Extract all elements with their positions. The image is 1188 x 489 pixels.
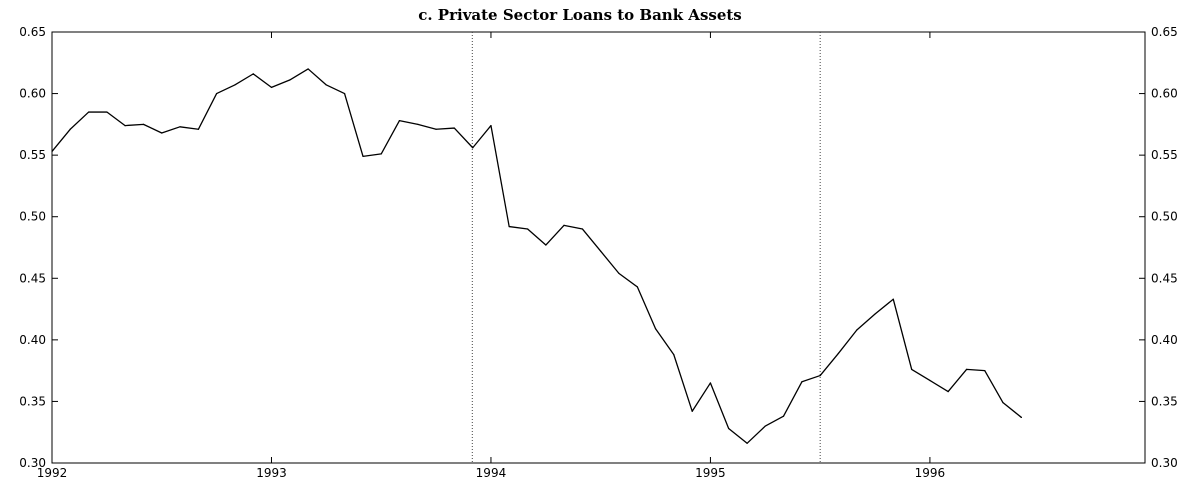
data-point: [435, 128, 437, 130]
data-point: [234, 84, 236, 86]
data-point: [837, 352, 839, 354]
x-axis: 1992 1993 1994 1995 1996: [37, 32, 945, 480]
data-point: [161, 132, 163, 134]
right-y-axis: 0.30 0.35 0.40 0.45 0.50 0.55 0.60 0.65: [1139, 25, 1178, 470]
y-tick-label-right: 0.60: [1151, 87, 1178, 101]
data-point: [398, 120, 401, 122]
data-point: [801, 381, 803, 383]
y-tick-label-left: 0.35: [19, 394, 46, 408]
data-point: [472, 147, 474, 149]
y-tick-label-right: 0.30: [1151, 456, 1178, 470]
data-point: [673, 354, 675, 356]
data-point: [490, 124, 492, 127]
data-point: [654, 328, 657, 330]
data-point: [362, 155, 364, 157]
data-point: [563, 224, 565, 226]
data-point: [343, 92, 346, 95]
data-point: [984, 370, 986, 372]
data-point: [270, 86, 273, 89]
data-point: [252, 73, 254, 75]
series-layer: [51, 68, 1023, 444]
data-point: [764, 425, 766, 427]
data-point: [600, 250, 602, 252]
data-point: [746, 442, 748, 444]
left-y-axis: 0.30 0.35 0.40 0.45 0.50 0.55 0.60 0.65: [19, 25, 58, 470]
data-point: [728, 427, 730, 430]
y-tick-label-left: 0.50: [19, 210, 46, 224]
reference-lines: [471, 32, 821, 463]
data-point: [911, 368, 913, 371]
data-point: [380, 153, 382, 155]
data-point: [106, 111, 108, 113]
data-point: [581, 228, 584, 230]
data-point: [88, 111, 90, 113]
data-point: [1002, 402, 1004, 404]
data-point: [179, 126, 181, 128]
data-point: [51, 150, 53, 153]
data-point: [691, 410, 693, 412]
data-point: [142, 123, 145, 125]
data-point: [892, 298, 894, 300]
y-tick-label-left: 0.45: [19, 271, 46, 285]
data-point: [545, 244, 547, 246]
y-tick-label-left: 0.30: [19, 456, 46, 470]
y-tick-label-right: 0.40: [1151, 333, 1178, 347]
data-point: [709, 382, 712, 384]
x-tick-label: 1993: [256, 466, 287, 480]
x-tick-label: 1996: [915, 466, 946, 480]
x-tick-label: 1992: [37, 466, 68, 480]
data-point: [69, 128, 71, 130]
y-tick-label-right: 0.65: [1151, 25, 1178, 39]
data-point: [819, 374, 821, 377]
y-tick-label-right: 0.35: [1151, 394, 1178, 408]
data-point: [216, 92, 218, 95]
y-tick-label-left: 0.65: [19, 25, 46, 39]
data-point: [947, 390, 949, 393]
data-point: [417, 123, 419, 125]
chart-title: c. Private Sector Loans to Bank Assets: [418, 6, 742, 24]
series-line: [51, 68, 1022, 444]
data-point: [307, 68, 309, 70]
data-point: [856, 329, 858, 331]
y-tick-label-left: 0.55: [19, 148, 46, 162]
y-tick-label-right: 0.50: [1151, 210, 1178, 224]
data-point: [618, 272, 620, 274]
x-tick-label: 1994: [476, 466, 507, 480]
data-point: [508, 225, 510, 228]
data-point: [1020, 416, 1023, 419]
x-tick-label: 1995: [695, 466, 726, 480]
data-point: [197, 128, 199, 130]
data-point: [325, 84, 327, 86]
data-point: [965, 368, 968, 371]
data-point: [289, 79, 291, 81]
y-tick-label-right: 0.45: [1151, 271, 1178, 285]
y-tick-label-right: 0.55: [1151, 148, 1178, 162]
data-point: [453, 127, 455, 129]
data-point: [782, 415, 785, 417]
data-point: [124, 124, 126, 127]
data-point: [929, 379, 931, 382]
data-point: [874, 313, 876, 315]
data-point: [636, 286, 638, 288]
data-point: [527, 228, 529, 230]
y-tick-label-left: 0.60: [19, 87, 46, 101]
y-tick-label-left: 0.40: [19, 333, 46, 347]
plot-frame: [51, 31, 1146, 464]
